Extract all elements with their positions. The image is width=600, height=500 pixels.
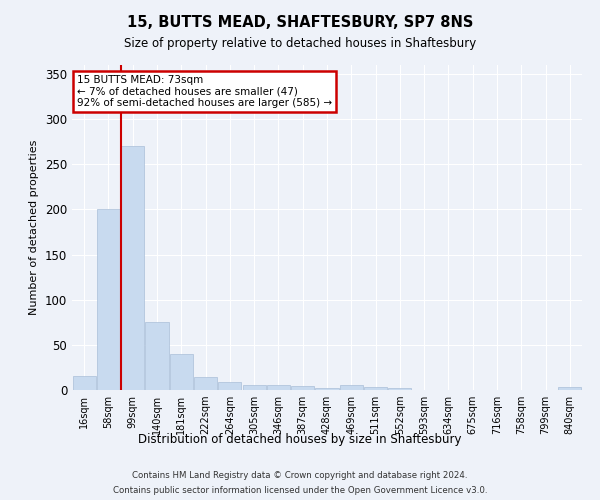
Bar bbox=[73, 376, 95, 390]
Text: Distribution of detached houses by size in Shaftesbury: Distribution of detached houses by size … bbox=[138, 432, 462, 446]
Text: 15, BUTTS MEAD, SHAFTESBURY, SP7 8NS: 15, BUTTS MEAD, SHAFTESBURY, SP7 8NS bbox=[127, 15, 473, 30]
Y-axis label: Number of detached properties: Number of detached properties bbox=[29, 140, 40, 315]
Bar bbox=[97, 210, 120, 390]
Bar bbox=[316, 388, 338, 390]
Bar bbox=[218, 382, 241, 390]
Bar bbox=[145, 322, 169, 390]
Text: 15 BUTTS MEAD: 73sqm
← 7% of detached houses are smaller (47)
92% of semi-detach: 15 BUTTS MEAD: 73sqm ← 7% of detached ho… bbox=[77, 74, 332, 108]
Bar bbox=[121, 146, 144, 390]
Bar bbox=[364, 388, 387, 390]
Bar bbox=[291, 386, 314, 390]
Text: Contains public sector information licensed under the Open Government Licence v3: Contains public sector information licen… bbox=[113, 486, 487, 495]
Bar bbox=[559, 388, 581, 390]
Bar bbox=[242, 384, 266, 390]
Bar bbox=[267, 386, 290, 390]
Text: Size of property relative to detached houses in Shaftesbury: Size of property relative to detached ho… bbox=[124, 38, 476, 51]
Text: Contains HM Land Registry data © Crown copyright and database right 2024.: Contains HM Land Registry data © Crown c… bbox=[132, 471, 468, 480]
Bar bbox=[170, 354, 193, 390]
Bar bbox=[388, 388, 412, 390]
Bar bbox=[194, 378, 217, 390]
Bar bbox=[340, 384, 363, 390]
